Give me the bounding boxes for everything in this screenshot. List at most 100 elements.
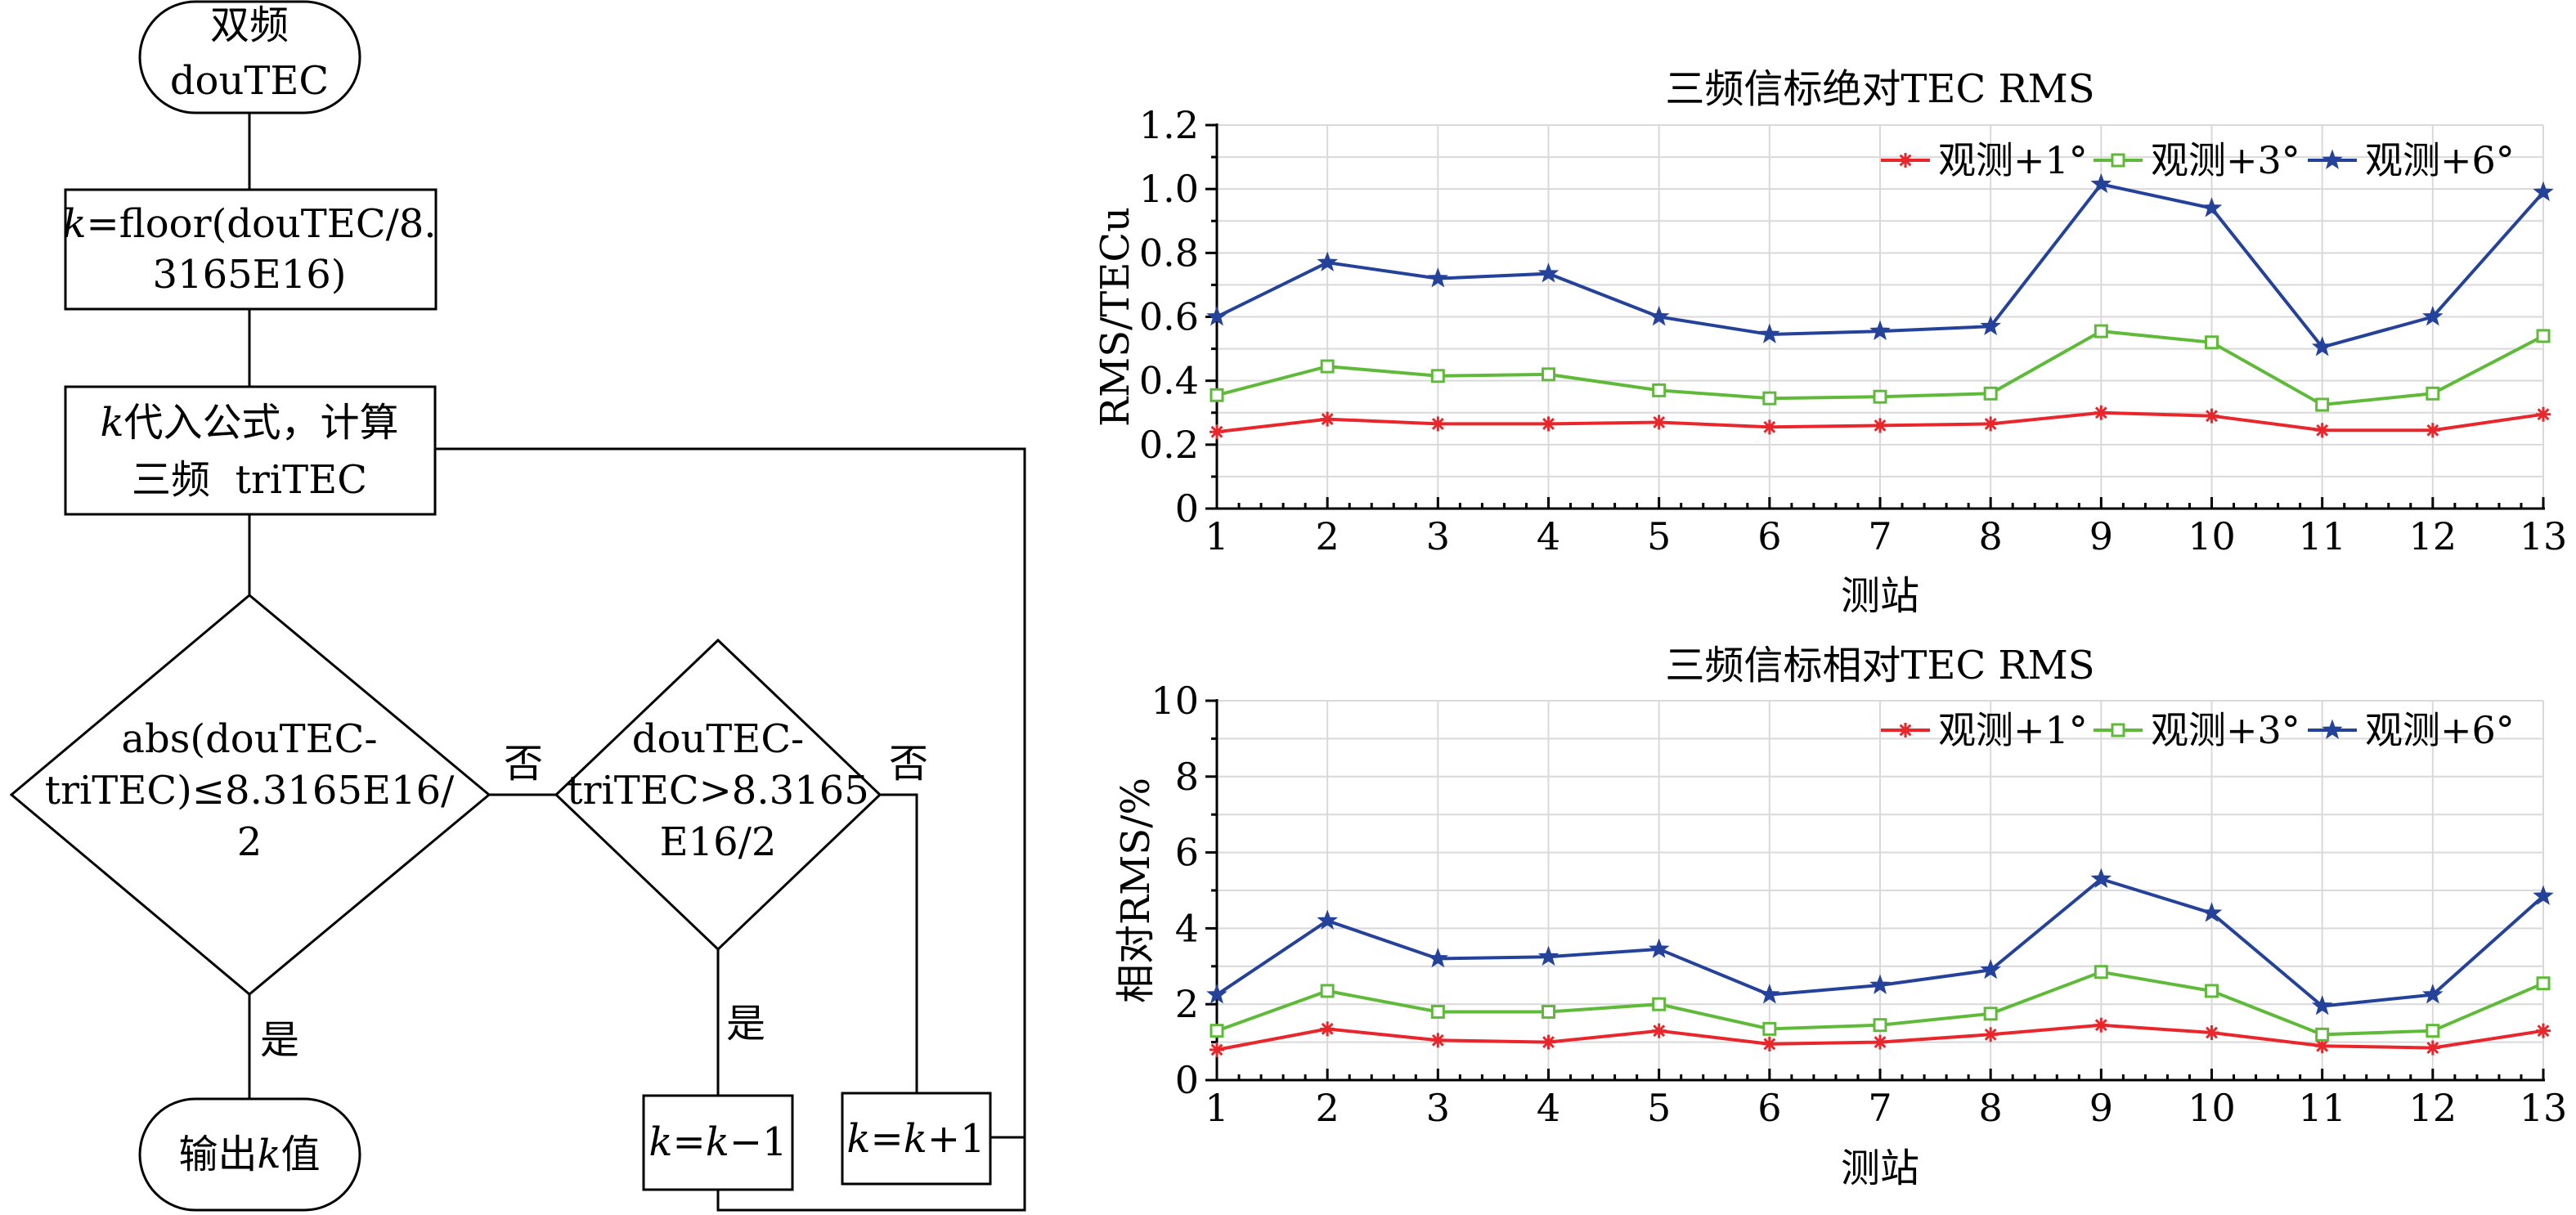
absolute-tec-rms-chart: 1 2 3 4 5 6 7 8 9 10 11 12 1300.20.40.60.81.01.2三频信标… — [1093, 66, 2567, 619]
data-point — [1873, 1034, 1887, 1050]
step2-label-line2: 三频 triTEC — [132, 457, 367, 503]
data-point — [2536, 329, 2551, 343]
data-point — [2205, 335, 2219, 350]
x-tick-label: 9 — [2089, 1086, 2113, 1130]
series-1 — [1209, 1017, 2551, 1057]
data-point — [2533, 181, 2554, 201]
data-point — [1651, 1023, 1667, 1038]
x-tick-label: 3 — [1426, 1086, 1450, 1130]
y-tick-label: 2 — [1175, 982, 1199, 1026]
data-point — [1759, 984, 1780, 1004]
data-point — [1983, 1007, 1998, 1021]
data-point — [2090, 173, 2112, 194]
data-point — [1209, 388, 1224, 402]
y-tick-label: 0.2 — [1139, 423, 1199, 467]
data-point — [1873, 1018, 1887, 1033]
step2-label-line1: k代入公式，计算 — [100, 400, 398, 446]
data-point — [1980, 958, 2001, 980]
chart-title: 三频信标相对TEC RMS — [1665, 643, 2094, 688]
data-point — [2094, 405, 2109, 420]
series-2 — [1209, 965, 2551, 1042]
data-point — [2094, 1017, 2109, 1033]
data-point — [1652, 383, 1667, 397]
start-label-line1: 双频 — [210, 2, 289, 48]
data-point — [1869, 320, 1891, 340]
y-axis-label: 相对RMS/% — [1113, 778, 1159, 1003]
step1-label-line1: k=floor(douTEC/8. — [62, 201, 436, 247]
data-point — [1209, 1024, 1224, 1038]
data-point — [2426, 1024, 2440, 1038]
data-point — [2315, 1027, 2330, 1042]
legend-label: 观测+1° — [1938, 708, 2088, 752]
connector-cond2-to-plus — [880, 793, 918, 1093]
data-point — [2201, 902, 2223, 922]
legend-swatch-marker — [2111, 723, 2125, 738]
series-3 — [1206, 173, 2554, 356]
cond2-label-line3: E16/2 — [660, 819, 777, 865]
data-point — [2425, 1040, 2440, 1056]
data-point — [1320, 984, 1335, 998]
x-tick-label: 8 — [1979, 1086, 2003, 1130]
legend-item: 观测+1° — [1881, 708, 2088, 752]
y-tick-label: 0.4 — [1139, 359, 1199, 403]
legend-item: 观测+3° — [2094, 708, 2300, 752]
data-point — [1320, 359, 1335, 374]
data-point — [1761, 419, 1777, 435]
x-axis-label: 测站 — [1841, 1146, 1919, 1191]
data-point — [2426, 386, 2440, 401]
y-tick-label: 4 — [1175, 906, 1199, 950]
data-point — [1983, 1027, 1999, 1042]
data-point — [1427, 267, 1449, 288]
legend-item: 观测+3° — [2094, 138, 2300, 182]
legend-item: 观测+1° — [1881, 138, 2088, 182]
y-tick-label: 1.2 — [1139, 103, 1199, 147]
legend-swatch-marker — [1898, 153, 1913, 168]
step2-box — [64, 385, 437, 516]
yes-label-2: 是 — [726, 1001, 765, 1047]
y-tick-label: 1.0 — [1139, 167, 1199, 211]
data-point — [1759, 323, 1780, 343]
data-point — [1980, 315, 2001, 336]
x-tick-label: 12 — [2409, 514, 2457, 558]
data-point — [1648, 306, 1670, 326]
data-point — [2094, 324, 2108, 338]
x-tick-label: 2 — [1316, 514, 1340, 558]
series-3 — [1206, 868, 2554, 1015]
cond1-label-line1: abs(douTEC- — [121, 716, 377, 762]
y-tick-label: 8 — [1175, 755, 1199, 799]
data-point — [1209, 424, 1224, 440]
data-point — [1430, 416, 1446, 432]
y-tick-label: 10 — [1151, 679, 1199, 723]
data-point — [2425, 423, 2440, 438]
data-point — [2204, 1025, 2219, 1040]
data-point — [1873, 418, 1887, 433]
grid — [1216, 124, 2544, 509]
data-point — [2536, 1023, 2551, 1038]
legend-swatch-marker — [2322, 149, 2343, 169]
y-tick-label: 0 — [1175, 1058, 1199, 1102]
x-tick-label: 5 — [1647, 1086, 1671, 1130]
cond2-label-line2: triTEC>8.3165 — [567, 768, 869, 814]
legend-item: 观测+6° — [2308, 138, 2515, 182]
data-point — [2536, 406, 2551, 422]
data-point — [1209, 1042, 1224, 1057]
k-plus-box — [841, 1092, 992, 1186]
x-tick-label: 13 — [2520, 1086, 2568, 1130]
x-tick-label: 10 — [2188, 1086, 2236, 1130]
cond2-label-line1: douTEC- — [632, 716, 805, 762]
data-point — [1430, 1004, 1445, 1019]
legend-label: 观测+1° — [1938, 138, 2088, 182]
data-point — [1430, 1033, 1446, 1048]
data-point — [1762, 391, 1777, 406]
x-tick-label: 4 — [1537, 514, 1560, 558]
data-point — [1542, 367, 1555, 382]
decision-diamond-2 — [554, 638, 882, 952]
legend-swatch-marker — [2322, 719, 2343, 739]
data-point — [1317, 251, 1338, 271]
x-tick-label: 1 — [1205, 1086, 1228, 1130]
data-point — [2422, 984, 2444, 1004]
start-terminal — [138, 0, 361, 114]
yes-label-1: 是 — [260, 1017, 299, 1063]
x-tick-label: 12 — [2409, 1086, 2457, 1130]
